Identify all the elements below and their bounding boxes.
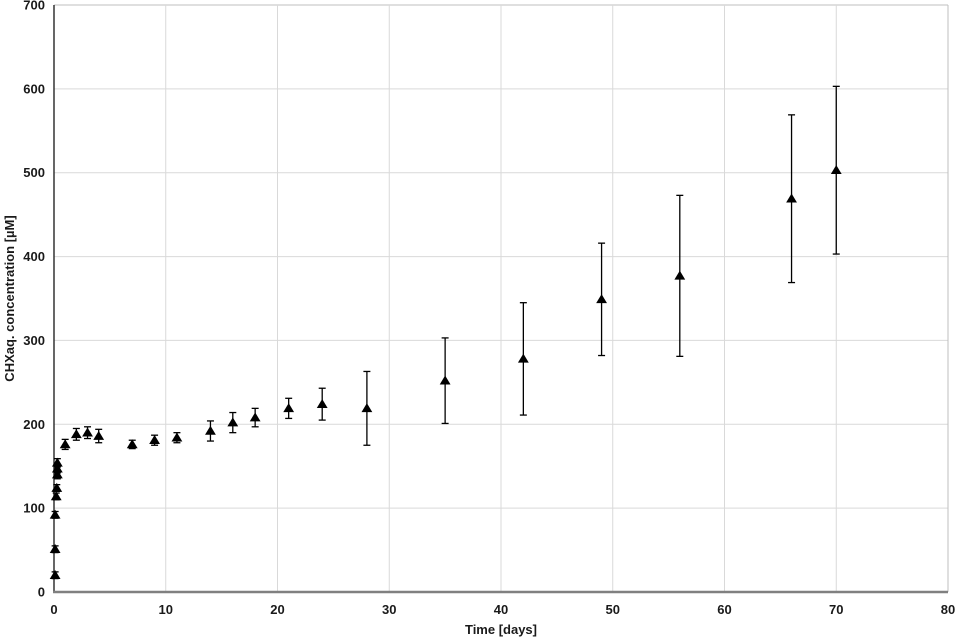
data-point-marker [830, 164, 842, 174]
data-point-marker [51, 482, 63, 492]
data-point-marker [205, 425, 216, 435]
y-tick-label: 0 [38, 585, 45, 600]
gridlines [54, 4, 949, 592]
data-point-marker [70, 429, 82, 439]
y-tick-label: 400 [23, 249, 45, 264]
y-tick-label: 600 [23, 81, 45, 96]
data-point-marker [49, 544, 61, 554]
y-axis-title: CHXaq. concentration [µM] [2, 215, 17, 381]
x-axis-title: Time [days] [465, 622, 537, 637]
x-tick-label: 70 [829, 602, 843, 617]
data-point-marker [51, 457, 63, 467]
data-point-marker [674, 270, 686, 280]
data-point-marker [227, 417, 239, 427]
data-point-marker [49, 509, 61, 519]
data-point-marker [51, 469, 63, 479]
data-point-marker [596, 294, 607, 304]
x-tick-label: 60 [717, 602, 731, 617]
y-tick-label: 100 [23, 501, 45, 516]
data-point-marker [51, 463, 63, 473]
y-tick-label: 300 [23, 333, 45, 348]
data-point-marker [361, 403, 373, 413]
y-tick-label: 200 [23, 417, 45, 432]
x-tick-label: 80 [941, 602, 955, 617]
x-tick-label: 10 [159, 602, 173, 617]
x-tick-label: 40 [494, 602, 508, 617]
y-tick-label: 700 [23, 0, 45, 13]
x-tick-label: 20 [270, 602, 284, 617]
y-tick-label: 500 [23, 165, 45, 180]
error-bars [51, 85, 840, 580]
data-points [49, 164, 842, 580]
data-point-marker [49, 570, 61, 580]
data-point-marker [786, 193, 797, 203]
data-point-marker [283, 403, 295, 413]
data-point-marker [50, 491, 62, 501]
data-point-marker [126, 439, 138, 449]
data-point-marker [93, 430, 105, 440]
axis-lines [53, 5, 948, 594]
x-tick-label: 50 [606, 602, 620, 617]
data-point-marker [82, 427, 93, 437]
data-point-marker [59, 439, 71, 449]
data-point-marker [316, 398, 328, 408]
data-point-marker [171, 432, 183, 442]
x-tick-label: 30 [382, 602, 396, 617]
data-point-marker [149, 435, 160, 445]
x-tick-label: 0 [50, 602, 57, 617]
data-point-marker [249, 412, 261, 422]
data-point-marker [439, 375, 451, 385]
tick-labels: 0 100 200 300 400 500 600 700 0 10 20 30 40 50 60 70 80 [23, 0, 955, 617]
data-point-marker [517, 353, 529, 363]
